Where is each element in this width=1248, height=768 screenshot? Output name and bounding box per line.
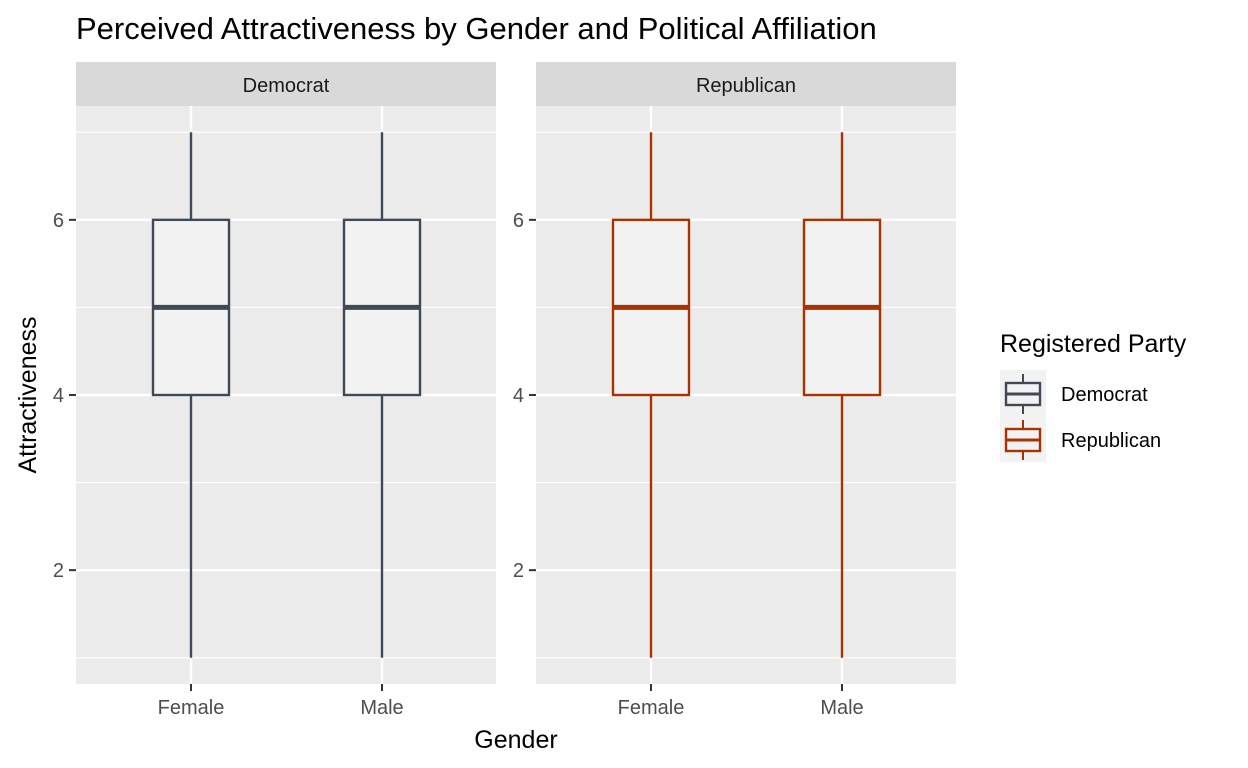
box-male [342,132,422,658]
box-male [802,132,882,658]
x-axis-label: Gender [474,726,557,754]
facet-strip [76,62,496,106]
facet-panel-democrat: Democrat 2 4 6 Female Male [53,62,496,719]
y-tick-label: 4 [53,385,64,407]
x-tick-label: Male [360,697,403,719]
legend-title: Registered Party [1000,330,1187,358]
legend-entry-democrat: Democrat [1004,374,1148,414]
legend-entry-republican: Republican [1004,420,1161,460]
legend-label: Republican [1061,430,1161,452]
chart-title: Perceived Attractiveness by Gender and P… [76,11,877,46]
box-female [611,132,691,658]
x-tick-label: Female [158,697,225,719]
legend-label: Democrat [1061,384,1148,406]
y-tick-label: 2 [513,560,524,582]
y-tick-label: 6 [513,210,524,232]
x-tick-label: Female [618,697,685,719]
facet-strip-label: Democrat [243,75,330,97]
y-tick-label: 2 [53,560,64,582]
y-tick-label: 6 [53,210,64,232]
x-tick-label: Male [820,697,863,719]
facet-panels: Democrat 2 4 6 Female Male Republican 2 4 6 Female… [53,62,956,719]
facet-strip-label: Republican [696,75,796,97]
box-female [151,132,231,658]
facet-strip [536,62,956,106]
y-tick-label: 4 [513,385,524,407]
y-axis-label: Attractiveness [14,316,42,473]
facet-panel-republican: Republican 2 4 6 Female Male [513,62,956,719]
legend: Registered Party Democrat Republican [1000,330,1187,462]
